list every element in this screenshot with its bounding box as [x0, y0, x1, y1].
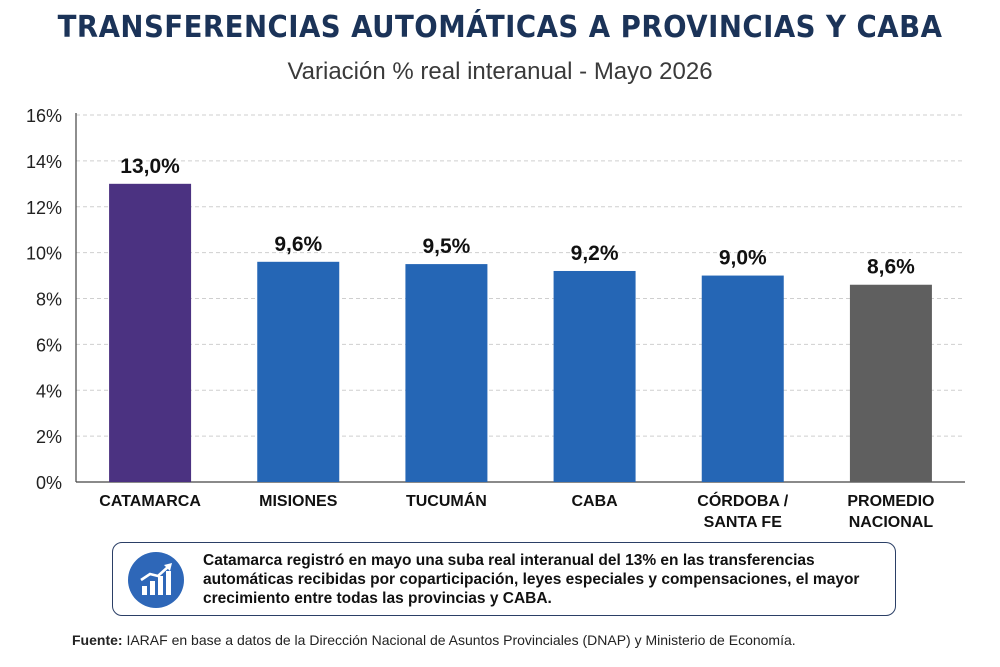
chart-subtitle: Variación % real interanual - Mayo 2026: [287, 58, 713, 85]
bar: [405, 264, 488, 482]
bar: [257, 261, 340, 482]
x-category-label: MISIONES: [259, 493, 338, 510]
bar-value-label: 8,6%: [867, 256, 915, 279]
x-category-label: SANTA FE: [704, 514, 783, 531]
bar: [849, 284, 932, 482]
note-text: Catamarca registró en mayo una suba real…: [203, 552, 860, 607]
y-tick-label: 14%: [26, 152, 62, 172]
bar: [701, 275, 784, 482]
bar: [109, 183, 192, 482]
y-tick-label: 4%: [36, 381, 62, 401]
bar-value-label: 9,5%: [422, 235, 470, 258]
source-label: Fuente:: [72, 632, 123, 648]
x-category-label: TUCUMÁN: [406, 491, 487, 510]
bar: [553, 270, 636, 482]
x-category-label: CÓRDOBA /: [697, 491, 789, 510]
chart-growth-icon: [128, 552, 184, 608]
y-tick-label: 16%: [26, 106, 62, 126]
source-note: Fuente: IARAF en base a datos de la Dire…: [72, 632, 796, 648]
y-tick-label: 6%: [36, 335, 62, 355]
y-tick-label: 8%: [36, 290, 62, 310]
chart-title: TRANSFERENCIAS AUTOMÁTICAS A PROVINCIAS …: [57, 10, 943, 45]
bar-value-label: 9,6%: [274, 233, 322, 256]
bar-chart: 0% 2% 4% 6% 8% 10% 12% 14% 16% 13,0% CATAMARCA 9,6%…: [26, 106, 965, 531]
x-category-label: PROMEDIO: [847, 493, 934, 510]
source-text: IARAF en base a datos de la Dirección Na…: [126, 632, 796, 648]
y-tick-label: 10%: [26, 244, 62, 264]
x-category-label: CATAMARCA: [99, 493, 201, 510]
y-tick-label: 12%: [26, 198, 62, 218]
bar-value-label: 9,2%: [571, 242, 619, 265]
bar-value-label: 9,0%: [719, 247, 767, 270]
note-box: Catamarca registró en mayo una suba real…: [112, 542, 896, 616]
x-category-label: NACIONAL: [849, 514, 934, 531]
y-tick-label: 0%: [36, 473, 62, 493]
bar-value-label: 13,0%: [120, 155, 180, 178]
x-category-label: CABA: [571, 493, 618, 510]
y-tick-label: 2%: [36, 427, 62, 447]
